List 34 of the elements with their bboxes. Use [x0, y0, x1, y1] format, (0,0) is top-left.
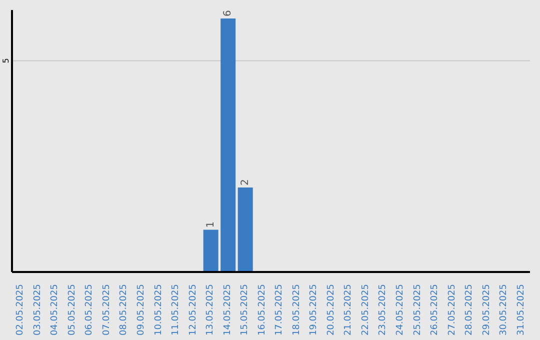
x-tick-label: 04.05.2025 [50, 284, 60, 336]
x-tick-label: 17.05.2025 [274, 284, 285, 336]
x-tick-label: 21.05.2025 [344, 284, 354, 336]
x-tick-label: 16.05.2025 [257, 284, 268, 336]
x-tick-label: 28.05.2025 [464, 284, 475, 336]
x-tick-label: 19.05.2025 [309, 284, 320, 336]
x-tick-label: 18.05.2025 [292, 284, 302, 336]
x-tick-label: 03.05.2025 [32, 284, 43, 336]
x-tick-label: 14.05.2025 [222, 284, 233, 336]
x-tick-label: 06.05.2025 [84, 284, 95, 336]
data-label: 6 [222, 10, 234, 16]
x-tick-label: 15.05.2025 [240, 284, 250, 336]
x-tick-label: 05.05.2025 [67, 284, 78, 336]
y-tick-label: 5 [2, 58, 10, 64]
x-tick-label: 29.05.2025 [482, 284, 492, 336]
x-tick-label: 07.05.2025 [102, 284, 112, 336]
x-tick-label: 26.05.2025 [430, 284, 440, 336]
x-tick-label: 10.05.2025 [154, 284, 164, 336]
x-tick-label: 12.05.2025 [188, 284, 198, 336]
data-label: 1 [205, 221, 216, 228]
x-tick-label: 08.05.2025 [119, 284, 130, 336]
x-tick-label: 13.05.2025 [206, 284, 216, 336]
x-tick-label: 22.05.2025 [360, 284, 371, 336]
x-tick-label: 11.05.2025 [171, 284, 182, 336]
x-tick-label: 20.05.2025 [326, 284, 336, 336]
data-label: 2 [240, 179, 251, 186]
x-tick-label: 23.05.2025 [378, 284, 388, 336]
x-tick-label: 24.05.2025 [396, 284, 406, 336]
x-tick-label: 27.05.2025 [447, 284, 458, 336]
x-tick-label: 31.05.2025 [516, 284, 526, 336]
x-tick-label: 09.05.2025 [136, 284, 146, 336]
x-tick-label: 02.05.2025 [16, 284, 26, 336]
x-tick-label: 30.05.2025 [499, 284, 510, 336]
x-tick-label: 25.05.2025 [412, 284, 423, 336]
